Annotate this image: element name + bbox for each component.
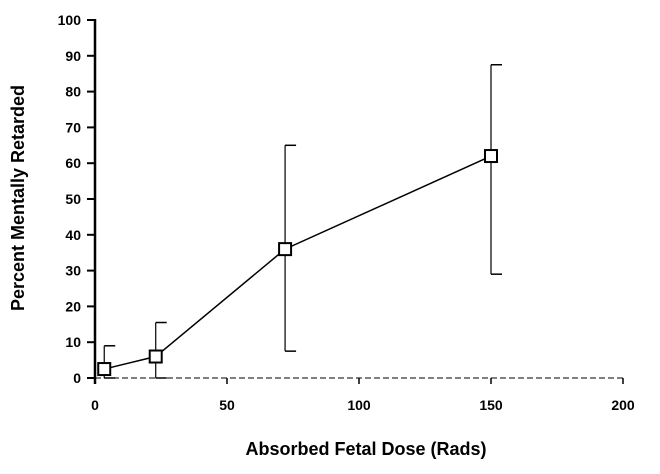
x-tick-label: 100	[347, 397, 371, 413]
data-point-marker	[148, 349, 163, 364]
y-tick-label: 30	[65, 263, 81, 279]
x-tick-label: 0	[91, 397, 99, 413]
data-point-marker	[484, 149, 498, 164]
y-tick-label: 70	[65, 119, 81, 135]
y-tick-label: 40	[65, 227, 81, 243]
y-tick-label: 10	[65, 334, 81, 350]
y-tick-label: 20	[65, 298, 81, 314]
y-tick-label: 50	[65, 191, 81, 207]
data-point-marker	[97, 362, 112, 377]
x-axis-label: Absorbed Fetal Dose (Rads)	[245, 439, 486, 459]
y-tick-label: 80	[65, 84, 81, 100]
x-tick-label: 50	[219, 397, 235, 413]
y-tick-label: 0	[73, 370, 81, 386]
x-tick-label: 200	[611, 397, 635, 413]
x-tick-label: 150	[479, 397, 503, 413]
series-line	[104, 155, 492, 370]
y-tick-label: 60	[65, 155, 81, 171]
y-axis-label: Percent Mentally Retarded	[8, 85, 28, 311]
data-point-marker	[278, 242, 293, 257]
y-tick-label: 100	[58, 12, 82, 28]
y-tick-label: 90	[65, 48, 81, 64]
